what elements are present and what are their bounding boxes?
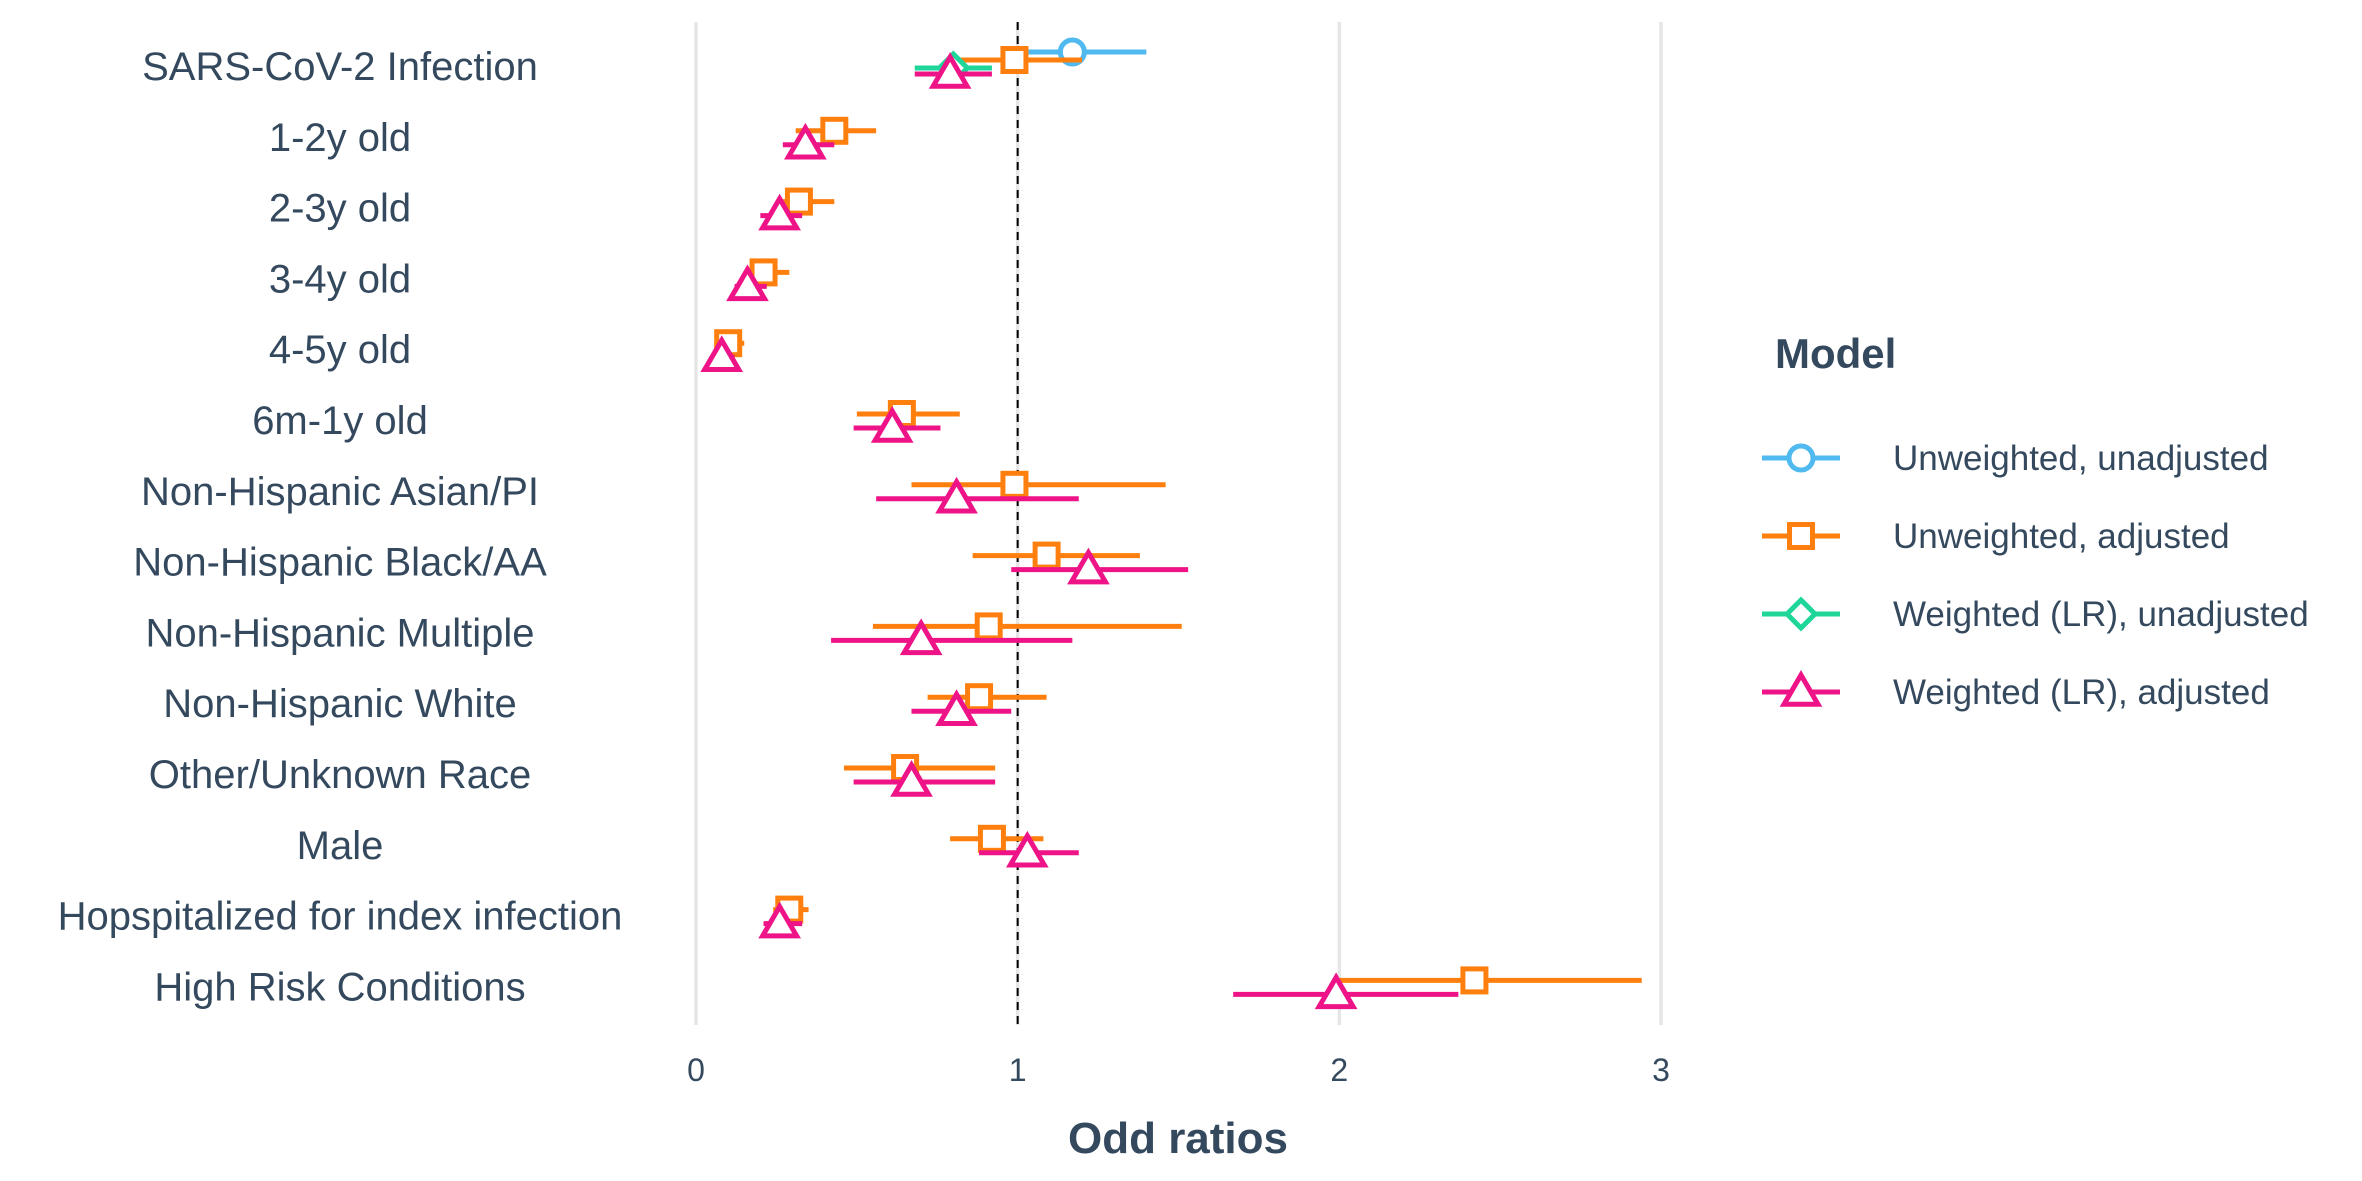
series-unweighted-adjusted — [714, 46, 1642, 995]
y-label-high-risk-conditions: High Risk Conditions — [154, 965, 525, 1009]
point-weighted-lr-adjusted-sars-cov-2-infection — [928, 52, 972, 89]
legend-item-unweighted-adjusted: Unweighted, adjusted — [1762, 517, 2230, 556]
point-unweighted-adjusted-male — [977, 824, 1006, 853]
legend-label: Weighted (LR), unadjusted — [1893, 595, 2309, 634]
legend-key-marker — [1779, 670, 1823, 707]
point-unweighted-adjusted-high-risk-conditions — [1460, 966, 1489, 995]
point-weighted-lr-adjusted-non-hispanic-white — [935, 689, 978, 726]
legend-label: Unweighted, adjusted — [1893, 517, 2230, 556]
y-label-non-hispanic-multiple: Non-Hispanic Multiple — [145, 611, 534, 655]
legend-label: Weighted (LR), adjusted — [1893, 673, 2270, 712]
x-tick-label-3: 3 — [1652, 1052, 1670, 1088]
y-label-2-3y-old: 2-3y old — [269, 187, 411, 231]
legend-item-unweighted-unadjusted: Unweighted, unadjusted — [1762, 439, 2269, 478]
point-unweighted-adjusted-non-hispanic-asian-pi — [1000, 470, 1029, 499]
legend: Model Unweighted, unadjustedUnweighted, … — [1762, 330, 2309, 712]
x-axis-ticks: 0 1 2 3 — [687, 1052, 1670, 1088]
legend-label: Unweighted, unadjusted — [1893, 439, 2269, 478]
point-weighted-lr-adjusted-high-risk-conditions — [1314, 972, 1358, 1010]
grid — [694, 22, 1663, 1025]
y-label-sars-cov-2-infection: SARS-CoV-2 Infection — [142, 45, 538, 89]
point-weighted-lr-adjusted-6m-1y-old — [870, 406, 914, 443]
x-axis-title: Odd ratios — [1068, 1114, 1288, 1163]
legend-title: Model — [1775, 330, 1896, 377]
y-label-male: Male — [297, 824, 384, 868]
point-unweighted-adjusted-non-hispanic-white — [965, 683, 994, 712]
legend-key-marker — [1783, 596, 1819, 632]
series-weighted-lr-adjusted — [700, 52, 1459, 1010]
point-weighted-lr-adjusted-non-hispanic-multiple — [899, 618, 943, 656]
y-label-4-5y-old: 4-5y old — [269, 328, 411, 372]
point-weighted-lr-adjusted-non-hispanic-black-aa — [1067, 547, 1110, 585]
series — [700, 37, 1642, 1010]
y-axis-labels: SARS-CoV-2 Infection 1-2y old 2-3y old 3-4y… — [58, 45, 623, 1009]
x-tick-label-1: 1 — [1009, 1052, 1027, 1088]
point-weighted-lr-adjusted-other-unknown-race — [890, 760, 933, 797]
y-label-non-hispanic-asian-pi: Non-Hispanic Asian/PI — [141, 470, 539, 514]
x-tick-label-0: 0 — [687, 1052, 705, 1088]
y-label-hopspitalized-for-index-infection: Hopspitalized for index infection — [58, 895, 623, 939]
legend-item-weighted-lr-unadjusted: Weighted (LR), unadjusted — [1762, 595, 2309, 634]
x-tick-label-2: 2 — [1330, 1052, 1348, 1088]
y-label-6m-1y-old: 6m-1y old — [252, 399, 428, 443]
legend-items: Unweighted, unadjusted Unweighted, adjust… — [1762, 439, 2309, 712]
point-unweighted-adjusted-2-3y-old — [784, 187, 813, 216]
point-weighted-lr-adjusted-4-5y-old — [700, 335, 744, 372]
point-unweighted-adjusted-non-hispanic-multiple — [974, 612, 1003, 641]
y-label-non-hispanic-white: Non-Hispanic White — [163, 682, 516, 726]
point-weighted-lr-adjusted-hopspitalized-for-index-infection — [758, 901, 801, 939]
point-unweighted-adjusted-non-hispanic-black-aa — [1032, 541, 1061, 570]
point-weighted-lr-adjusted-2-3y-old — [758, 193, 801, 231]
y-label-1-2y-old: 1-2y old — [269, 116, 411, 160]
y-label-3-4y-old: 3-4y old — [269, 257, 411, 301]
legend-key-marker — [1786, 443, 1816, 473]
point-weighted-lr-adjusted-3-4y-old — [726, 264, 769, 302]
legend-key-marker — [1787, 522, 1815, 550]
point-unweighted-adjusted-1-2y-old — [820, 116, 849, 145]
legend-item-weighted-lr-adjusted: Weighted (LR), adjusted — [1762, 670, 2270, 712]
point-weighted-lr-adjusted-non-hispanic-asian-pi — [935, 476, 978, 514]
y-label-non-hispanic-black-aa: Non-Hispanic Black/AA — [133, 541, 547, 585]
point-weighted-lr-adjusted-1-2y-old — [784, 122, 827, 160]
point-unweighted-adjusted-sars-cov-2-infection — [1000, 46, 1029, 74]
y-label-other-unknown-race: Other/Unknown Race — [149, 753, 531, 797]
point-weighted-lr-adjusted-male — [1005, 830, 1049, 868]
